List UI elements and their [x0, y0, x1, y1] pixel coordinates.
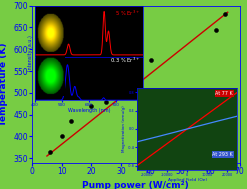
Text: 0.3 % Er$^{3+}$: 0.3 % Er$^{3+}$: [110, 56, 140, 65]
Point: [149, 59, 153, 62]
X-axis label: Wavelength (nm): Wavelength (nm): [68, 108, 110, 113]
Text: At 293 K: At 293 K: [212, 152, 233, 157]
Point: [104, 101, 108, 104]
Point: [89, 104, 93, 107]
Text: At 77 K: At 77 K: [215, 91, 233, 96]
Point: [48, 150, 52, 153]
Point: [110, 89, 114, 92]
Point: [60, 135, 64, 138]
Text: 5 % Er$^{3+}$: 5 % Er$^{3+}$: [115, 9, 140, 18]
Point: [223, 13, 227, 16]
Point: [214, 28, 218, 31]
X-axis label: Pump power (W/cm²): Pump power (W/cm²): [82, 181, 189, 189]
Y-axis label: Intensity (a.u.): Intensity (a.u.): [28, 35, 33, 71]
Point: [69, 120, 73, 123]
X-axis label: Applied Field (Oe): Applied Field (Oe): [167, 178, 207, 182]
Y-axis label: Temperature (K): Temperature (K): [0, 42, 8, 126]
Y-axis label: Magnetization (emu/g): Magnetization (emu/g): [122, 106, 126, 152]
